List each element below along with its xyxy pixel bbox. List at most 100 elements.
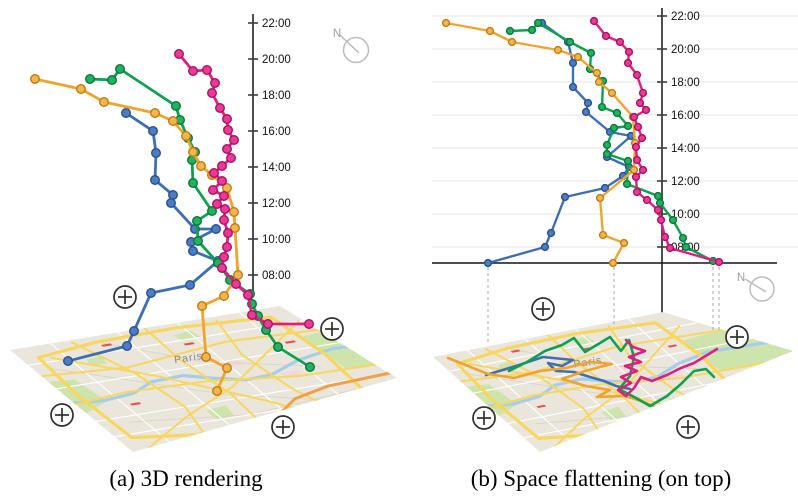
trajectory-point-blue — [568, 58, 578, 68]
trajectory-point-green — [623, 156, 633, 166]
trajectory-point-blue — [560, 192, 570, 202]
trajectory-green — [84, 63, 316, 373]
trajectory-point-orange — [441, 18, 451, 28]
trajectory-point-pink — [714, 257, 724, 267]
trajectory-point-green — [114, 63, 125, 74]
map-zoom-handle[interactable] — [320, 317, 344, 341]
trajectory-point-blue — [546, 228, 556, 238]
trajectory-point-orange — [592, 68, 602, 78]
time-tick-label: 20:00 — [671, 44, 700, 56]
time-tick-label: 10:00 — [671, 209, 700, 221]
trajectory-point-green — [609, 123, 619, 133]
trajectory-point-green — [170, 100, 181, 111]
trajectory-point-blue — [187, 245, 198, 256]
trajectory-point-pink — [221, 113, 232, 124]
trajectory-point-pink — [228, 134, 239, 145]
trajectory-point-blue — [568, 82, 578, 92]
trajectory-point-orange — [507, 37, 517, 47]
map-river-seine — [35, 331, 457, 411]
trajectory-point-green — [586, 48, 596, 58]
map-park — [638, 420, 671, 435]
trajectory-point-pink — [665, 243, 675, 253]
trajectory-point-green — [602, 149, 612, 159]
map-park — [86, 355, 108, 367]
trajectory-point-orange — [232, 270, 243, 281]
trajectory-point-blue — [165, 197, 176, 208]
map-city-label: Paris — [173, 350, 203, 366]
trajectory-orange — [441, 18, 640, 268]
trajectory-point-pink — [653, 205, 663, 215]
trajectory-point-pink — [637, 133, 647, 143]
time-tick-label: 12:00 — [671, 176, 700, 188]
trajectory-point-blue — [210, 223, 221, 234]
trajectory-point-orange — [195, 160, 206, 171]
trajectory-point-orange — [229, 222, 240, 233]
time-tick-label: 14:00 — [262, 162, 291, 174]
trajectory-point-orange — [607, 88, 617, 98]
trajectory-point-green — [678, 233, 688, 243]
trajectory-point-pink — [207, 184, 218, 195]
trajectory-point-orange — [629, 165, 639, 175]
trajectory-point-blue — [128, 326, 139, 337]
trajectory-point-green — [273, 342, 284, 353]
compass-needle — [744, 278, 767, 293]
trajectory-point-pink — [218, 214, 229, 225]
trajectory-point-blue — [583, 98, 593, 108]
compass-icon — [342, 36, 370, 64]
trajectory-point-pink — [218, 190, 229, 201]
trajectory-point-pink — [632, 155, 642, 165]
trajectory-point-pink — [216, 160, 227, 171]
trajectory-point-green — [533, 18, 543, 28]
trajectory-point-green — [622, 179, 632, 189]
trajectory-point-green — [305, 362, 316, 373]
time-tick-label: 20:00 — [262, 54, 291, 66]
time-tick-label: 12:00 — [262, 198, 291, 210]
trajectory-point-orange — [573, 52, 583, 62]
trajectory-point-blue — [63, 356, 74, 367]
trajectory-blue — [63, 107, 223, 367]
trajectory-point-orange — [221, 363, 232, 374]
trajectory-point-green — [206, 205, 217, 216]
map-zoom-handle[interactable] — [113, 285, 137, 309]
trajectory-point-pink — [635, 98, 645, 108]
map-zoom-handle[interactable] — [472, 406, 496, 430]
compass-widget[interactable]: N — [737, 272, 775, 302]
trajectory-point-blue — [483, 258, 493, 268]
trajectory-point-orange — [608, 258, 618, 268]
flattened-trajectory-pink — [616, 338, 719, 398]
trajectory-point-blue — [150, 147, 161, 158]
trajectory-point-pink — [222, 227, 233, 238]
trajectory-point-pink — [632, 70, 642, 80]
trajectory-point-orange — [149, 107, 160, 118]
trajectory-point-pink — [629, 112, 639, 122]
compass-widget[interactable]: N — [333, 28, 370, 64]
trajectory-point-pink — [638, 88, 648, 98]
trajectory-point-orange — [187, 146, 198, 157]
trajectory-point-pink — [633, 122, 643, 132]
trajectory-point-pink — [242, 290, 253, 301]
map-zoom-handle[interactable] — [531, 297, 555, 321]
trajectory-point-blue — [600, 183, 610, 193]
figure-canvas: 22:00 20:00 18:00 16:00 14:00 12:00 10:00 08:00… — [10, 8, 798, 452]
flattened-trajectory-orange — [446, 356, 660, 410]
trajectory-point-pink — [656, 215, 666, 225]
trajectory-point-blue — [147, 125, 158, 136]
trajectory-point-blue — [121, 341, 132, 352]
map-zoom-handle[interactable] — [50, 403, 74, 427]
trajectory-point-blue — [167, 189, 178, 200]
trajectory-point-orange — [98, 96, 109, 107]
trajectory-point-blue — [581, 107, 591, 117]
trajectory-point-pink — [624, 47, 634, 57]
trajectory-point-orange — [598, 230, 608, 240]
map-zoom-handle[interactable] — [271, 415, 295, 439]
trajectory-point-orange — [75, 83, 86, 94]
map-zoom-handle[interactable] — [676, 415, 700, 439]
trajectory-point-orange — [30, 73, 41, 84]
trajectory-point-blue — [540, 242, 550, 252]
time-tick-label: 08:00 — [262, 270, 291, 282]
trajectory-point-green — [565, 37, 575, 47]
trajectory-point-green — [612, 108, 622, 118]
map-zoom-handle[interactable] — [725, 325, 749, 349]
paris-map: Paris — [433, 312, 793, 452]
trajectory-point-green — [623, 121, 633, 131]
